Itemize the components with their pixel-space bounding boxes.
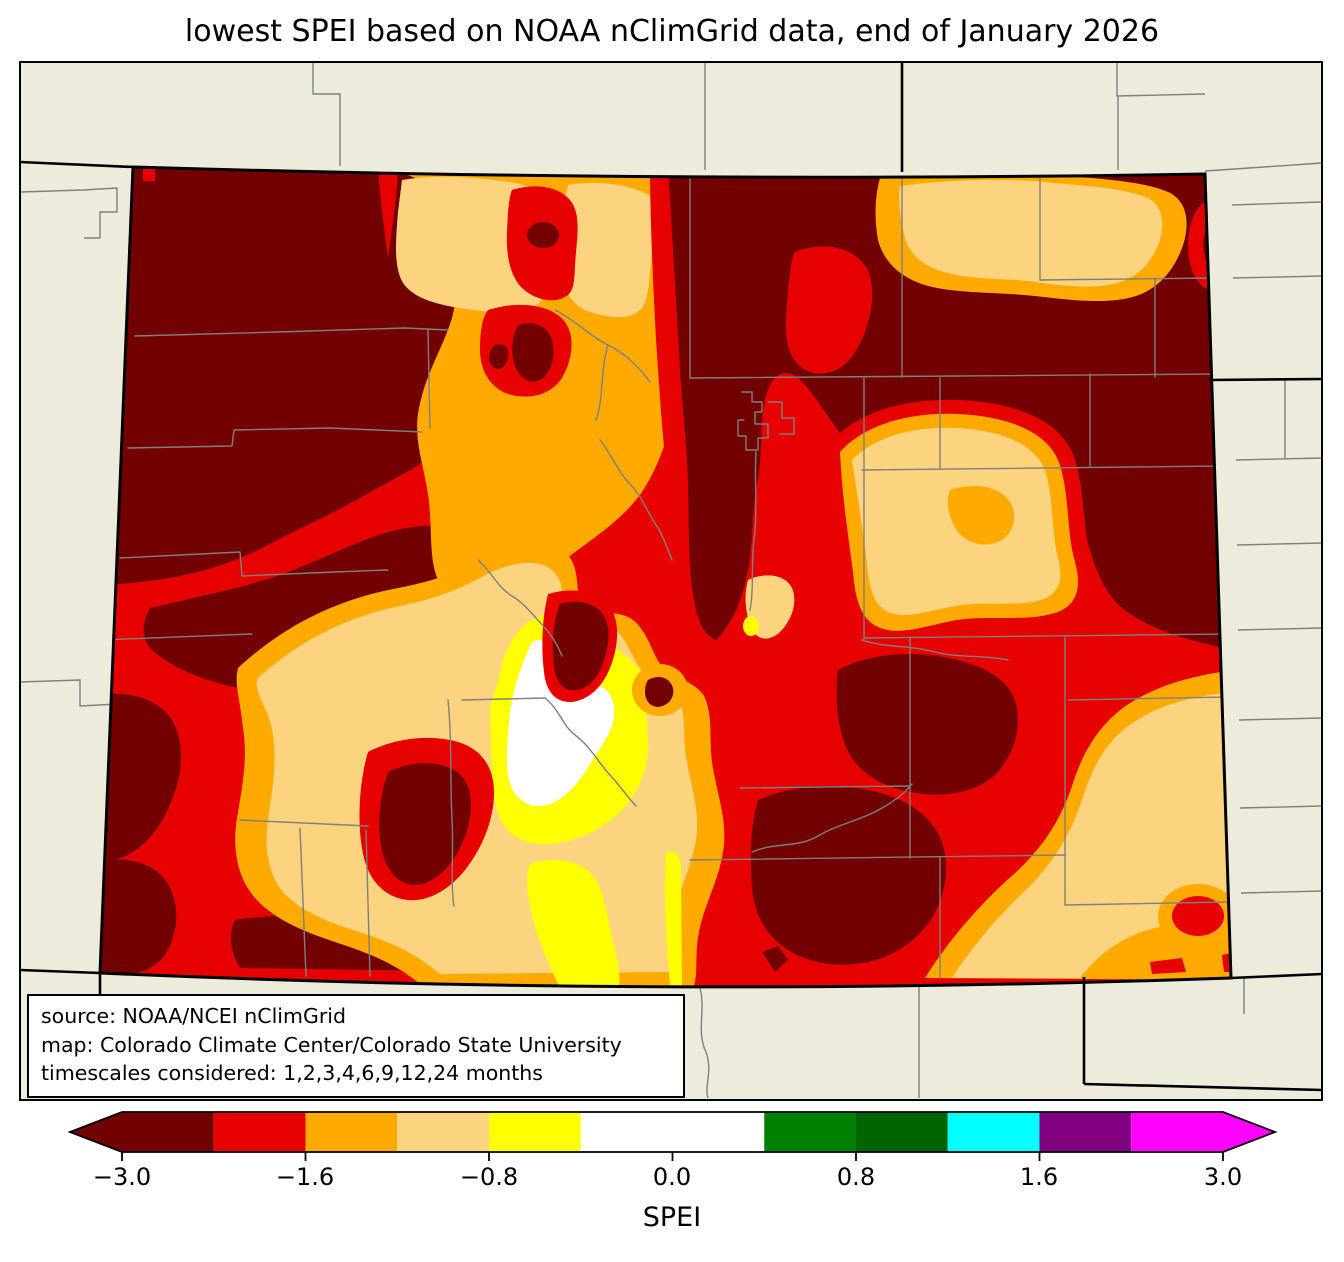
colorbar-tick-label: −0.8 bbox=[459, 1163, 519, 1191]
colorbar-tick-label: −3.0 bbox=[92, 1163, 152, 1191]
county-lines-colorado bbox=[100, 171, 1231, 979]
colorbar-tick-label: 0.8 bbox=[836, 1163, 876, 1191]
source-line: source: NOAA/NCEI nClimGrid bbox=[41, 1004, 346, 1028]
colorbar-tick-label: 0.0 bbox=[652, 1163, 692, 1191]
colorbar-left-arrow bbox=[70, 1112, 122, 1152]
colorbar-tick-label: 1.6 bbox=[1019, 1163, 1059, 1191]
colorbar-segments bbox=[122, 1112, 1223, 1152]
axes-frame bbox=[19, 61, 1323, 1101]
timescales-line: timescales considered: 1,2,3,4,6,9,12,24… bbox=[41, 1061, 543, 1086]
map-credit-line: map: Colorado Climate Center/Colorado St… bbox=[41, 1032, 622, 1057]
colorbar-tick-marks bbox=[121, 1152, 1224, 1161]
colorado-state-border bbox=[98, 165, 1233, 989]
page-title: lowest SPEI based on NOAA nClimGrid data… bbox=[184, 14, 1160, 49]
drought-fill-regions bbox=[100, 167, 1231, 987]
colorbar bbox=[67, 1111, 1278, 1161]
colorbar-tick-label: 3.0 bbox=[1203, 1163, 1243, 1191]
source-annotation-box: source: NOAA/NCEI nClimGrid map: Colorad… bbox=[27, 994, 685, 1099]
colorbar-right-arrow bbox=[1223, 1112, 1275, 1152]
colorbar-axis-label: SPEI bbox=[642, 1202, 702, 1233]
colorbar-tick-label: −1.6 bbox=[275, 1163, 335, 1191]
